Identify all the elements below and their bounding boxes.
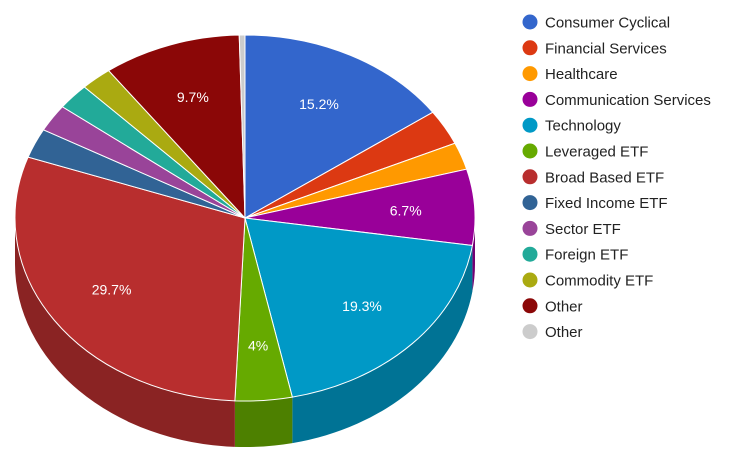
- legend-item[interactable]: Commodity ETF: [522, 272, 654, 290]
- slice-1[interactable]: [244, 34, 434, 219]
- slice-side-7: [15, 218, 235, 447]
- legend-swatch: [522, 298, 538, 314]
- legend-swatch: [522, 220, 538, 236]
- legend-label: Financial Services: [545, 40, 667, 57]
- slice-12[interactable]: [107, 34, 246, 220]
- legend-item[interactable]: Sector ETF: [522, 220, 621, 238]
- legend-label: Broad Based ETF: [545, 169, 664, 186]
- pie-slices: [14, 34, 476, 402]
- pie-sides: [15, 218, 475, 447]
- legend-item[interactable]: Consumer Cyclical: [522, 14, 671, 32]
- slice-label: 15.2%: [299, 96, 339, 112]
- slice-label: 19.3%: [342, 298, 382, 314]
- legend-label: Commodity ETF: [545, 273, 653, 290]
- legend-item[interactable]: Communication Services: [522, 91, 711, 109]
- legend-swatch: [522, 169, 538, 185]
- legend-label: Fixed Income ETF: [545, 195, 668, 212]
- legend-swatch: [522, 143, 538, 159]
- slice-5[interactable]: [244, 217, 473, 398]
- legend-item[interactable]: Broad Based ETF: [522, 169, 665, 186]
- legend-item[interactable]: Healthcare: [522, 66, 618, 83]
- legend-swatch: [522, 272, 538, 288]
- legend-swatch: [522, 117, 538, 133]
- legend-item[interactable]: Other: [522, 298, 583, 315]
- slice-label: 29.7%: [92, 282, 132, 298]
- legend-swatch: [522, 40, 538, 56]
- slice-side-6: [234, 397, 293, 447]
- legend-label: Sector ETF: [545, 221, 621, 238]
- legend-label: Consumer Cyclical: [545, 15, 670, 32]
- legend-label: Other: [545, 324, 583, 341]
- slice-labels: 15.2% 6.7% 19.3% 4% 29.7% 9.7%: [92, 89, 422, 354]
- legend-swatch: [522, 195, 538, 211]
- legend-item[interactable]: Fixed Income ETF: [522, 195, 668, 212]
- legend-label: Healthcare: [545, 66, 618, 83]
- legend-item[interactable]: Financial Services: [522, 40, 667, 57]
- legend-swatch: [522, 91, 538, 107]
- legend-label: Technology: [545, 118, 621, 135]
- legend-label: Foreign ETF: [545, 247, 628, 264]
- legend-swatch: [522, 246, 538, 262]
- legend-label: Other: [545, 298, 583, 315]
- legend-label: Communication Services: [545, 92, 711, 109]
- slice-7[interactable]: [14, 156, 246, 402]
- slice-label: 6.7%: [390, 202, 422, 218]
- legend-swatch: [522, 66, 538, 82]
- legend: Consumer Cyclical Financial Services Healt…: [522, 14, 711, 341]
- legend-item[interactable]: Foreign ETF: [522, 246, 629, 264]
- slice-label: 4%: [248, 338, 268, 354]
- slice-label: 9.7%: [177, 89, 209, 105]
- legend-swatch: [522, 14, 538, 30]
- legend-label: Leveraged ETF: [545, 144, 648, 161]
- slice-13[interactable]: [238, 34, 246, 219]
- legend-item[interactable]: Other: [522, 324, 583, 341]
- slice-side-5: [292, 245, 473, 444]
- legend-item[interactable]: Technology: [522, 117, 622, 135]
- legend-swatch: [522, 324, 538, 340]
- legend-item[interactable]: Leveraged ETF: [522, 143, 649, 161]
